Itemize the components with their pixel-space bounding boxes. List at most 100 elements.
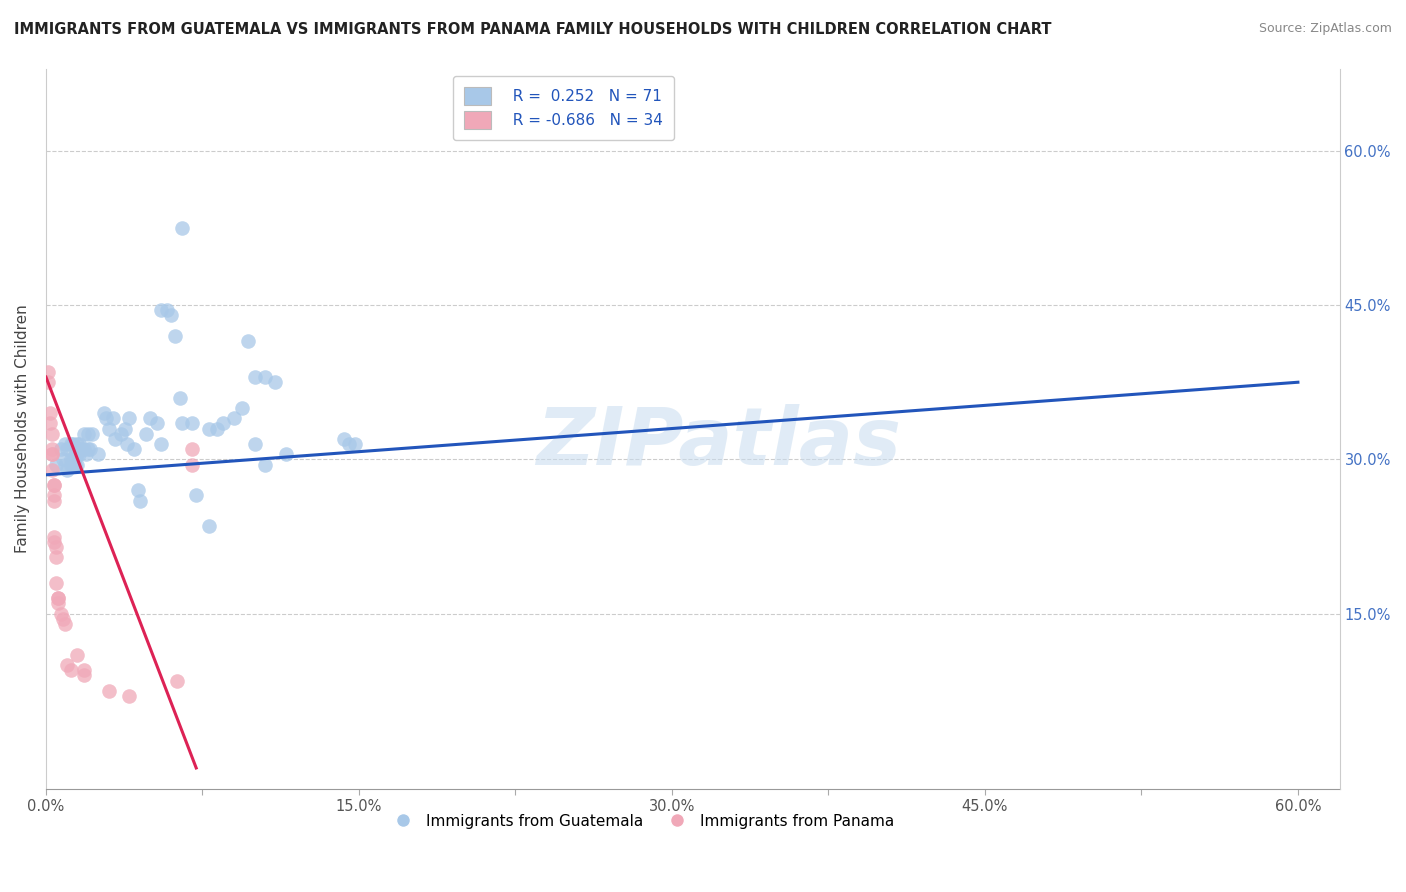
Point xyxy=(76,442,98,456)
Point xyxy=(181,442,204,456)
Point xyxy=(212,417,235,431)
Point xyxy=(117,437,139,451)
Point xyxy=(76,426,98,441)
Point xyxy=(49,607,72,621)
Point xyxy=(60,437,83,451)
Point xyxy=(53,616,76,631)
Point xyxy=(165,329,187,343)
Point xyxy=(72,663,94,677)
Point xyxy=(169,391,191,405)
Point xyxy=(79,442,101,456)
Point xyxy=(197,519,219,533)
Point xyxy=(72,442,94,456)
Point xyxy=(205,421,228,435)
Point xyxy=(97,683,120,698)
Point xyxy=(48,591,70,606)
Point xyxy=(41,442,63,456)
Point xyxy=(222,411,245,425)
Point xyxy=(114,421,136,435)
Point xyxy=(254,458,277,472)
Point xyxy=(333,432,356,446)
Point xyxy=(254,370,277,384)
Point xyxy=(104,432,127,446)
Y-axis label: Family Households with Children: Family Households with Children xyxy=(15,304,30,553)
Point xyxy=(231,401,253,415)
Point xyxy=(118,689,141,703)
Point xyxy=(56,442,79,456)
Point xyxy=(197,421,219,435)
Text: IMMIGRANTS FROM GUATEMALA VS IMMIGRANTS FROM PANAMA FAMILY HOUSEHOLDS WITH CHILD: IMMIGRANTS FROM GUATEMALA VS IMMIGRANTS … xyxy=(14,22,1052,37)
Point xyxy=(96,411,118,425)
Point xyxy=(66,437,89,451)
Point xyxy=(101,411,124,425)
Point xyxy=(343,437,366,451)
Point xyxy=(41,447,63,461)
Point xyxy=(62,452,84,467)
Point xyxy=(62,437,84,451)
Point xyxy=(48,596,70,610)
Point xyxy=(39,417,62,431)
Point xyxy=(52,612,75,626)
Point xyxy=(264,376,287,390)
Point xyxy=(274,447,297,461)
Point xyxy=(243,370,266,384)
Point xyxy=(243,437,266,451)
Point xyxy=(56,658,79,673)
Point xyxy=(128,493,150,508)
Point xyxy=(149,437,172,451)
Point xyxy=(44,529,66,543)
Point xyxy=(80,426,103,441)
Point xyxy=(56,463,79,477)
Point xyxy=(110,426,132,441)
Point xyxy=(45,540,67,554)
Point xyxy=(60,452,83,467)
Point xyxy=(170,417,193,431)
Point xyxy=(39,406,62,420)
Point xyxy=(93,406,115,420)
Point xyxy=(41,463,63,477)
Legend: Immigrants from Guatemala, Immigrants from Panama: Immigrants from Guatemala, Immigrants fr… xyxy=(382,807,900,835)
Point xyxy=(127,483,149,498)
Text: Source: ZipAtlas.com: Source: ZipAtlas.com xyxy=(1258,22,1392,36)
Point xyxy=(44,493,66,508)
Point xyxy=(41,426,63,441)
Point xyxy=(66,447,89,461)
Point xyxy=(149,303,172,318)
Point xyxy=(49,442,72,456)
Point xyxy=(118,411,141,425)
Point xyxy=(186,488,208,502)
Point xyxy=(166,673,188,688)
Point xyxy=(75,447,97,461)
Point xyxy=(44,478,66,492)
Point xyxy=(337,437,360,451)
Point xyxy=(72,668,94,682)
Point xyxy=(66,458,89,472)
Point xyxy=(53,458,76,472)
Point xyxy=(66,648,89,662)
Point xyxy=(67,437,90,451)
Point xyxy=(67,447,90,461)
Point xyxy=(45,550,67,565)
Point xyxy=(181,417,204,431)
Point xyxy=(122,442,145,456)
Text: ZIPatlas: ZIPatlas xyxy=(536,404,901,482)
Point xyxy=(181,458,204,472)
Point xyxy=(70,442,93,456)
Point xyxy=(45,575,67,590)
Point xyxy=(44,478,66,492)
Point xyxy=(53,437,76,451)
Point xyxy=(37,365,59,379)
Point xyxy=(48,591,70,606)
Point xyxy=(44,488,66,502)
Point xyxy=(238,334,260,348)
Point xyxy=(156,303,179,318)
Point xyxy=(41,447,63,461)
Point xyxy=(60,663,83,677)
Point xyxy=(62,458,84,472)
Point xyxy=(97,421,120,435)
Point xyxy=(170,221,193,235)
Point xyxy=(139,411,162,425)
Point xyxy=(63,442,86,456)
Point xyxy=(63,452,86,467)
Point xyxy=(87,447,110,461)
